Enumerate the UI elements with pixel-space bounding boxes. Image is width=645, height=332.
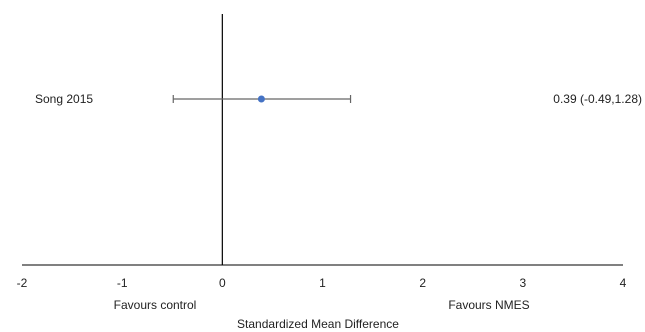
effect-size-label: 0.39 (-0.49,1.28) — [553, 92, 642, 106]
x-tick-label: 0 — [219, 276, 226, 290]
study-rows: Song 2015 0.39 (-0.49,1.28) — [35, 92, 642, 106]
x-tick-label: 3 — [519, 276, 526, 290]
x-axis-title: Standardized Mean Difference — [237, 317, 399, 331]
x-axis-ticks: -2 -1 0 1 2 3 4 — [17, 276, 627, 290]
point-estimate-marker — [257, 95, 265, 103]
favours-nmes-label: Favours NMES — [448, 298, 529, 312]
x-tick-label: 4 — [620, 276, 627, 290]
study-name-label: Song 2015 — [35, 92, 93, 106]
x-tick-label: 1 — [319, 276, 326, 290]
x-tick-label: 2 — [419, 276, 426, 290]
x-tick-label: -1 — [117, 276, 128, 290]
x-tick-label: -2 — [17, 276, 28, 290]
favours-control-label: Favours control — [114, 298, 197, 312]
